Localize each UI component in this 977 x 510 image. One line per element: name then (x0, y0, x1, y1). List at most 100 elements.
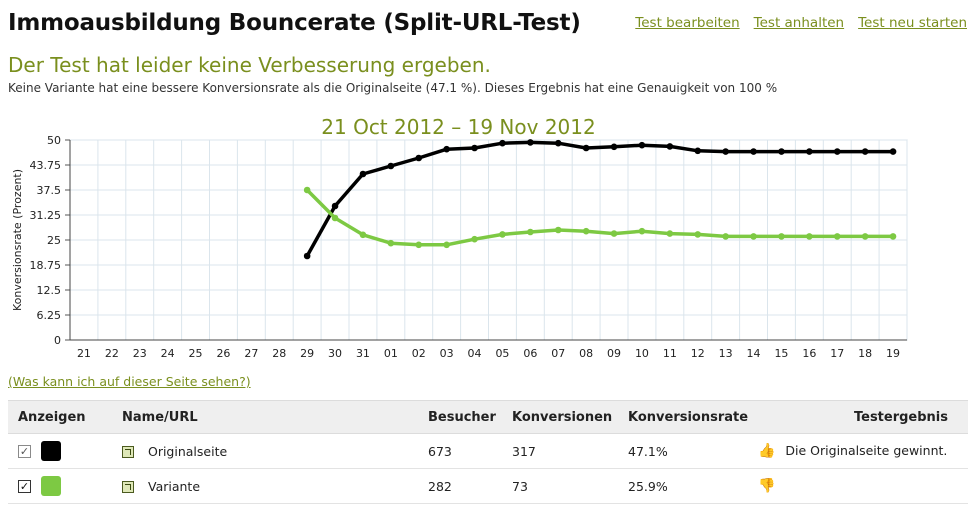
data-point (889, 148, 897, 155)
page-title: Immoausbildung Bouncerate (Split-URL-Tes… (8, 10, 581, 36)
x-tick-label: 16 (802, 347, 816, 360)
data-point (359, 231, 367, 239)
x-tick-label: 18 (858, 347, 872, 360)
y-tick-label: 18.75 (30, 259, 62, 272)
x-tick-label: 28 (272, 347, 286, 360)
data-point (833, 233, 841, 240)
header-name-url: Name/URL (122, 400, 428, 434)
data-point (471, 144, 478, 152)
external-link-icon[interactable] (122, 446, 134, 458)
x-tick-label: 23 (133, 347, 147, 360)
x-tick-label: 02 (412, 347, 426, 360)
header-conversions: Konversionen (512, 400, 628, 434)
name-cell: Variante (122, 468, 428, 504)
series-color-swatch (40, 441, 61, 461)
data-point (806, 233, 813, 240)
data-point (554, 226, 562, 234)
x-tick-label: 11 (663, 347, 677, 360)
x-tick-label: 14 (747, 347, 761, 360)
header-conversion-rate: Konversionsrate (628, 400, 758, 434)
x-tick-label: 15 (774, 347, 788, 360)
data-point (471, 235, 478, 243)
thumbs-up-icon: 👍 (758, 443, 776, 460)
data-point (499, 139, 506, 147)
result-cell: 👎 (758, 468, 968, 504)
header-test-result: Testergebnis (758, 400, 968, 434)
data-point (666, 230, 674, 237)
data-point (415, 154, 423, 162)
x-tick-label: 08 (579, 347, 593, 360)
y-tick-label: 50 (47, 134, 61, 147)
chart-title: 21 Oct 2012 – 19 Nov 2012 (321, 115, 595, 139)
conversions-cell: 317 (512, 433, 628, 469)
data-point (387, 239, 395, 247)
restart-test-link[interactable]: Test neu starten (858, 15, 967, 31)
data-point (331, 202, 339, 210)
x-tick-label: 19 (886, 347, 900, 360)
data-point (582, 227, 590, 235)
conversion-rate-chart: 0 6.25 12.5 18.75 25 31.25 37.5 43.75 50 21 22 23 24… (11, 115, 908, 360)
x-tick-label: 10 (635, 347, 649, 360)
show-cell: ✓ (8, 468, 122, 504)
pause-test-link[interactable]: Test anhalten (753, 15, 845, 31)
result-text: Die Originalseite gewinnt. (785, 442, 948, 458)
table-row: ✓ Originalseite 673 317 47.1% 👍 Die Orig… (8, 433, 968, 469)
thumbs-down-icon: 👎 (758, 478, 776, 495)
data-point (415, 241, 423, 249)
y-tick-label: 31.25 (30, 209, 62, 222)
x-tick-label: 06 (523, 347, 537, 360)
x-tick-label: 05 (495, 347, 509, 360)
data-point (303, 186, 311, 194)
external-link-icon[interactable] (122, 481, 134, 493)
data-point (331, 214, 339, 222)
data-point (443, 145, 450, 153)
show-checkbox[interactable]: ✓ (18, 479, 31, 493)
data-point (303, 252, 311, 260)
data-point (889, 233, 897, 240)
data-point (750, 148, 757, 155)
rate-cell: 25.9% (628, 468, 758, 504)
data-point (861, 148, 869, 155)
result-heading: Der Test hat leider keine Verbesserung e… (8, 53, 491, 77)
data-point (638, 227, 646, 235)
data-point (833, 148, 841, 155)
result-summary: Keine Variante hat eine bessere Konversi… (8, 81, 778, 95)
data-point (359, 170, 367, 178)
results-table: Anzeigen Name/URL Besucher Konversionen … (8, 400, 968, 504)
x-tick-label: 30 (328, 347, 342, 360)
visitors-cell: 673 (428, 433, 512, 469)
series-line (305, 140, 894, 257)
x-tick-label: 22 (105, 347, 119, 360)
x-tick-label: 17 (830, 347, 844, 360)
edit-test-link[interactable]: Test bearbeiten (635, 15, 740, 31)
data-point (694, 147, 702, 155)
data-point (499, 231, 506, 238)
y-axis-label: Konversionsrate (Prozent) (11, 169, 24, 311)
x-tick-label: 13 (719, 347, 733, 360)
x-tick-label: 29 (300, 347, 314, 360)
x-tick-label: 09 (607, 347, 621, 360)
data-point (527, 228, 534, 236)
visitors-cell: 282 (428, 468, 512, 504)
series-color-swatch (40, 476, 61, 496)
data-point (694, 231, 702, 238)
show-checkbox[interactable]: ✓ (18, 444, 31, 458)
rate-cell: 47.1% (628, 433, 758, 469)
data-point (722, 148, 729, 155)
y-tick-label: 12.5 (37, 284, 62, 297)
y-tick-label: 6.25 (37, 309, 62, 322)
data-point (582, 144, 590, 152)
data-point (778, 233, 785, 240)
x-tick-label: 01 (384, 347, 398, 360)
y-tick-label: 0 (54, 334, 61, 347)
x-tick-label: 26 (216, 347, 230, 360)
header-visitors: Besucher (428, 400, 512, 434)
data-point (610, 230, 618, 237)
test-actions: Test bearbeiten Test anhalten Test neu s… (635, 15, 967, 31)
x-tick-label: 24 (161, 347, 175, 360)
x-tick-label: 25 (189, 347, 203, 360)
data-point (387, 162, 395, 170)
y-tick-label: 25 (47, 234, 61, 247)
series-line (305, 188, 894, 247)
help-link[interactable]: (Was kann ich auf dieser Seite sehen?) (8, 374, 251, 389)
